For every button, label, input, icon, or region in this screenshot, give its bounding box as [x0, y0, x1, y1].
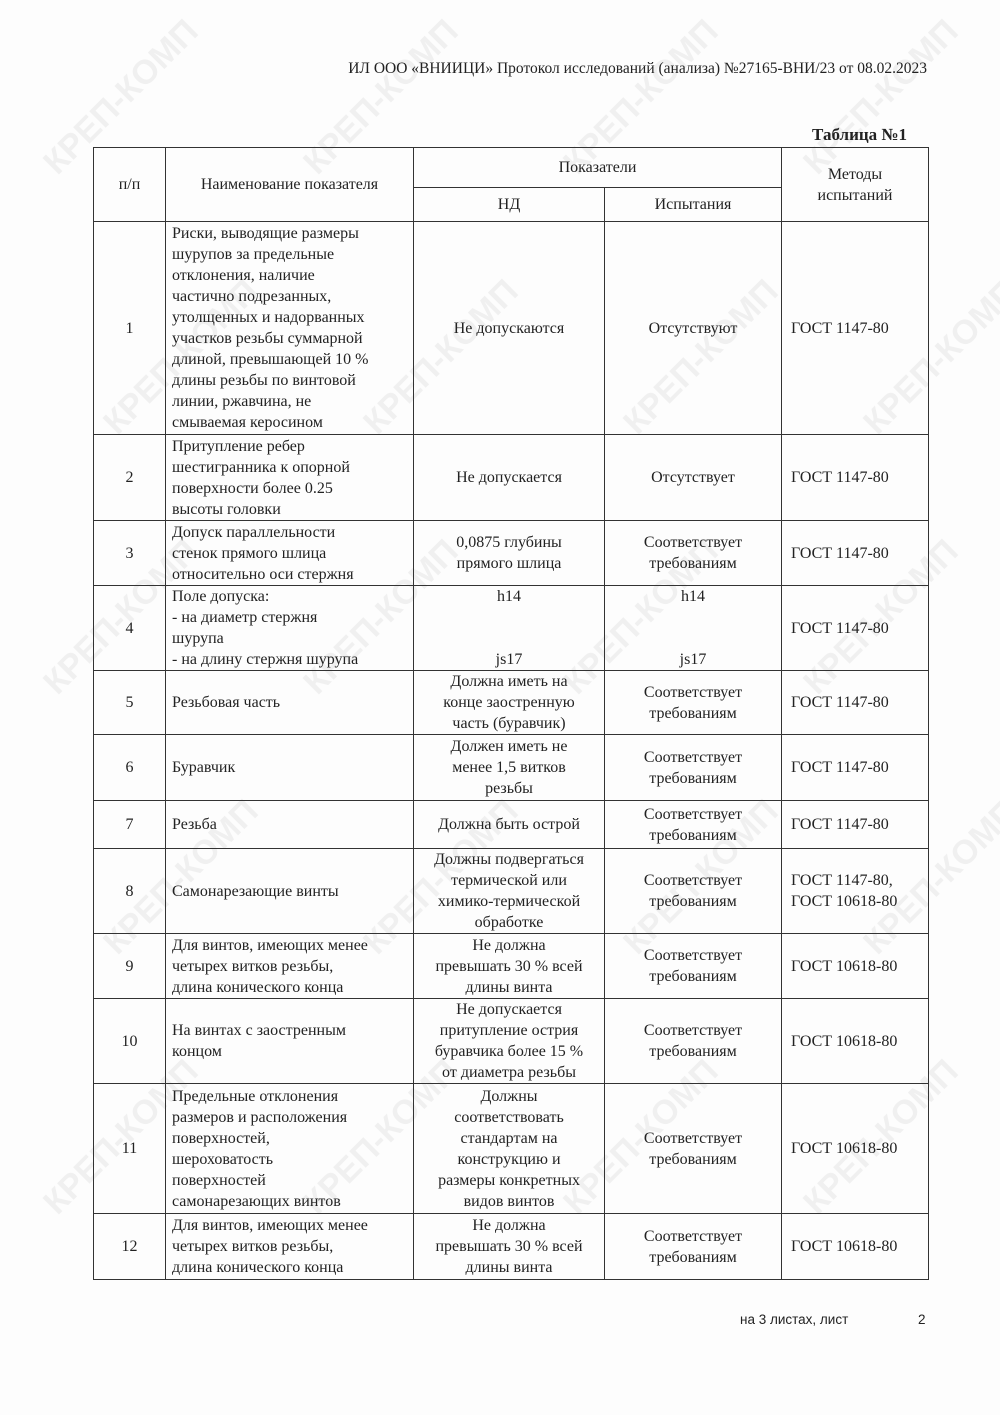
col-name-header: Наименование показателя: [165, 147, 414, 222]
test-method: ГОСТ 1147-80, ГОСТ 10618-80: [781, 848, 929, 934]
nd-requirement: Не должна превышать 30 % всей длины винт…: [413, 1213, 605, 1280]
nd-requirement: Должны соответствовать стандартам на кон…: [413, 1083, 605, 1214]
test-result: Соответствует требованиям: [604, 670, 782, 735]
test-method: ГОСТ 1147-80: [781, 800, 929, 849]
col-num-header: п/п: [93, 147, 166, 222]
row-number: 9: [93, 933, 166, 999]
table-row: 12 Для винтов, имеющих менее четырех витк…: [93, 1213, 929, 1280]
nd-requirement: Должен иметь не менее 1,5 витков резьбы: [413, 734, 605, 801]
indicator-name: Самонарезающие винты: [165, 848, 414, 934]
table-title: Таблица №1: [812, 125, 907, 144]
nd-requirement: h14 js17: [413, 585, 605, 671]
test-result: h14 js17: [604, 585, 782, 671]
page-number: 2: [918, 1312, 926, 1327]
table-row: 1 Риски, выводящие размеры шурупов за пре…: [93, 221, 929, 435]
col-test-header: Испытания: [604, 187, 782, 222]
row-number: 2: [93, 434, 166, 521]
table-row: 4 Поле допуска: - на диаметр стержня шуру…: [93, 585, 929, 671]
test-method: ГОСТ 10618-80: [781, 998, 929, 1084]
test-method: ГОСТ 1147-80: [781, 221, 929, 435]
protocol-header: ИЛ ООО «ВНИИЦИ» Протокол исследований (а…: [348, 60, 927, 77]
row-number: 3: [93, 520, 166, 586]
indicator-name: Риски, выводящие размеры шурупов за пред…: [165, 221, 414, 435]
row-number: 6: [93, 734, 166, 801]
nd-requirement: Не допускаются: [413, 221, 605, 435]
table-row: 9 Для винтов, имеющих менее четырех витко…: [93, 933, 929, 999]
indicator-name: Поле допуска: - на диаметр стержня шуруп…: [165, 585, 414, 671]
col-nd-header: НД: [413, 187, 605, 222]
table-row: 10 На винтах с заостренным концом Не допус…: [93, 998, 929, 1084]
indicator-name: На винтах с заостренным концом: [165, 998, 414, 1084]
test-method: ГОСТ 1147-80: [781, 734, 929, 801]
table-row: 8 Самонарезающие винты Должны подвергаться…: [93, 848, 929, 934]
nd-requirement: Не допускается притупление острия буравч…: [413, 998, 605, 1084]
indicator-name: Предельные отклонения размеров и располо…: [165, 1083, 414, 1214]
table-row: 3 Допуск параллельности стенок прямого шл…: [93, 520, 929, 586]
test-method: ГОСТ 1147-80: [781, 585, 929, 671]
nd-requirement: Не допускается: [413, 434, 605, 521]
row-number: 7: [93, 800, 166, 849]
test-result: Соответствует требованиям: [604, 800, 782, 849]
indicator-name: Резьба: [165, 800, 414, 849]
indicator-name: Резьбовая часть: [165, 670, 414, 735]
test-method: ГОСТ 1147-80: [781, 520, 929, 586]
row-number: 12: [93, 1213, 166, 1280]
test-result: Соответствует требованиям: [604, 933, 782, 999]
row-number: 11: [93, 1083, 166, 1214]
indicator-name: Для винтов, имеющих менее четырех витков…: [165, 933, 414, 999]
row-number: 4: [93, 585, 166, 671]
test-result: Соответствует требованиям: [604, 1213, 782, 1280]
test-result: Отсутствуют: [604, 221, 782, 435]
test-method: ГОСТ 10618-80: [781, 1083, 929, 1214]
nd-requirement: Не должна превышать 30 % всей длины винт…: [413, 933, 605, 999]
test-result: Соответствует требованиям: [604, 520, 782, 586]
row-number: 5: [93, 670, 166, 735]
test-result: Соответствует требованиям: [604, 1083, 782, 1214]
test-result: Соответствует требованиям: [604, 998, 782, 1084]
table-row: 5 Резьбовая часть Должна иметь на конце за…: [93, 670, 929, 735]
indicator-name: Буравчик: [165, 734, 414, 801]
table-row: 2 Притупление ребер шестигранника к опорн…: [93, 434, 929, 521]
indicator-name: Притупление ребер шестигранника к опорно…: [165, 434, 414, 521]
test-method: ГОСТ 10618-80: [781, 1213, 929, 1280]
row-number: 1: [93, 221, 166, 435]
table-row: 7 Резьба Должна быть острой Соответствует т…: [93, 800, 929, 849]
test-method: ГОСТ 1147-80: [781, 670, 929, 735]
table-row: 6 Буравчик Должен иметь не менее 1,5 витко…: [93, 734, 929, 801]
test-result: Соответствует требованиям: [604, 848, 782, 934]
sheet-count: на 3 листах, лист: [740, 1312, 849, 1327]
nd-requirement: Должна иметь на конце заостренную часть …: [413, 670, 605, 735]
col-methods-header: Методы испытаний: [781, 147, 929, 222]
indicator-name: Для винтов, имеющих менее четырех витков…: [165, 1213, 414, 1280]
test-method: ГОСТ 1147-80: [781, 434, 929, 521]
test-method: ГОСТ 10618-80: [781, 933, 929, 999]
nd-requirement: 0,0875 глубины прямого шлица: [413, 520, 605, 586]
row-number: 10: [93, 998, 166, 1084]
nd-requirement: Должны подвергаться термической или хими…: [413, 848, 605, 934]
test-result: Отсутствует: [604, 434, 782, 521]
row-number: 8: [93, 848, 166, 934]
col-indicators-header: Показатели: [413, 147, 782, 188]
indicator-name: Допуск параллельности стенок прямого шли…: [165, 520, 414, 586]
test-result: Соответствует требованиям: [604, 734, 782, 801]
table-row: 11 Предельные отклонения размеров и распо…: [93, 1083, 929, 1214]
nd-requirement: Должна быть острой: [413, 800, 605, 849]
results-table: п/п Наименование показателя Показатели М…: [93, 147, 929, 1280]
